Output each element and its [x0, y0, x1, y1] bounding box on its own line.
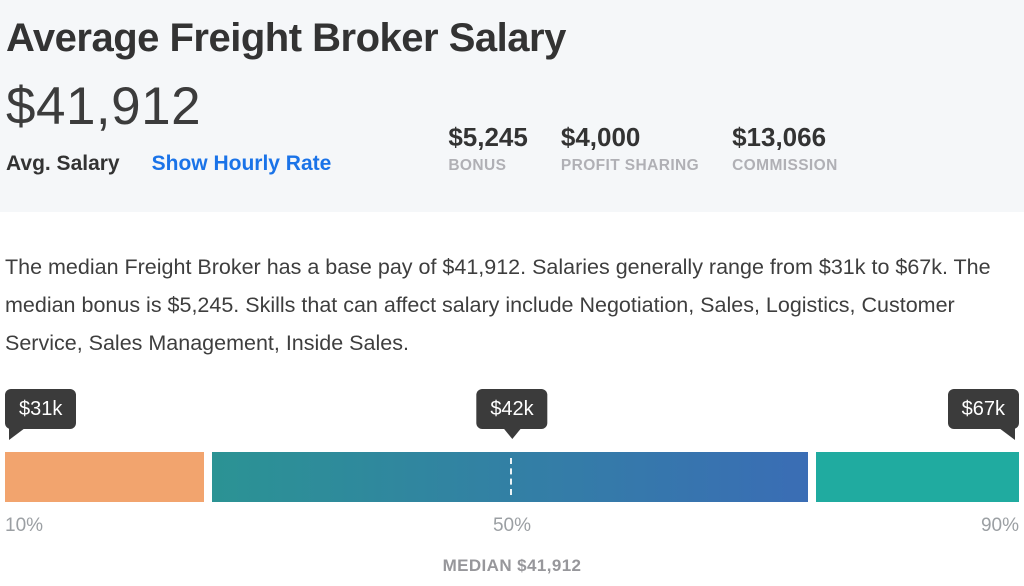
tooltip-row: $31k $42k $67k — [5, 389, 1019, 440]
tooltip-10th-percentile-label: $31k — [5, 389, 77, 429]
avg-salary-value: $41,912 — [6, 77, 202, 136]
salary-range-bars — [5, 452, 1019, 502]
bar-segment-mid — [211, 452, 809, 502]
tooltip-tail — [9, 428, 25, 440]
bar-segment-high — [816, 452, 1019, 502]
salary-range-chart: $31k $42k $67k 10% 50% 90% MEDIAN $ — [5, 389, 1019, 576]
axis-label-50th: 50% — [492, 515, 532, 536]
stat-bonus-value: $5,245 — [448, 122, 528, 152]
stat-bonus-label: BONUS — [448, 157, 507, 174]
stat-bonus: $5,245 BONUS — [448, 122, 528, 175]
percentile-axis: 10% 50% 90% — [5, 515, 1019, 537]
stat-commission: $13,066 COMMISSION — [732, 122, 838, 175]
avg-salary-label: Avg. Salary — [6, 152, 120, 175]
tooltip-10th-percentile: $31k — [5, 389, 77, 440]
axis-label-10th: 10% — [5, 515, 44, 536]
stat-profit-sharing-label: PROFIT SHARING — [560, 157, 700, 174]
axis-label-90th: 90% — [980, 515, 1019, 536]
stat-profit-sharing-value: $4,000 — [560, 122, 641, 152]
tooltip-median: $42k — [476, 389, 548, 439]
tooltip-90th-percentile-label: $67k — [947, 389, 1019, 429]
tooltip-tail — [999, 428, 1015, 440]
avg-salary-sub-row: Avg. Salary Show Hourly Rate — [6, 152, 331, 176]
show-hourly-rate-link[interactable]: Show Hourly Rate — [151, 152, 332, 175]
bar-segment-low — [5, 452, 204, 502]
median-caption: MEDIAN $41,912 — [442, 556, 582, 575]
tooltip-median-label: $42k — [476, 389, 548, 429]
salary-header: Average Freight Broker Salary $41,912 Av… — [0, 0, 1024, 212]
stat-commission-value: $13,066 — [732, 122, 827, 152]
stat-profit-sharing: $4,000 PROFIT SHARING — [561, 122, 699, 175]
header-row: $41,912 Avg. Salary Show Hourly Rate $5,… — [6, 78, 1016, 176]
main-content: The median Freight Broker has a base pay… — [0, 248, 1024, 576]
median-marker-line — [510, 458, 512, 495]
tooltip-tail — [503, 428, 521, 439]
salary-description: The median Freight Broker has a base pay… — [5, 255, 991, 355]
stat-commission-label: COMMISSION — [732, 157, 838, 174]
page-title: Average Freight Broker Salary — [6, 16, 566, 60]
avg-salary-block: $41,912 Avg. Salary Show Hourly Rate — [6, 78, 331, 176]
compensation-stats: $5,245 BONUS $4,000 PROFIT SHARING $13,0… — [448, 122, 837, 176]
tooltip-90th-percentile: $67k — [947, 389, 1019, 440]
